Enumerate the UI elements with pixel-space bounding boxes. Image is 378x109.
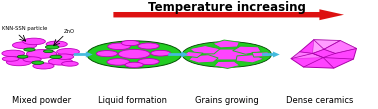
Text: KNN-SSN particle: KNN-SSN particle <box>2 26 47 31</box>
Text: Liquid formation: Liquid formation <box>98 96 167 105</box>
Circle shape <box>6 59 31 66</box>
Polygon shape <box>214 61 240 68</box>
FancyArrow shape <box>113 9 344 20</box>
Circle shape <box>138 43 159 49</box>
Circle shape <box>87 41 181 68</box>
Circle shape <box>45 45 59 49</box>
Polygon shape <box>189 55 218 63</box>
Polygon shape <box>313 40 340 53</box>
Text: Mixed powder: Mixed powder <box>12 96 71 105</box>
Polygon shape <box>212 40 239 48</box>
Circle shape <box>17 55 28 58</box>
Polygon shape <box>324 41 356 53</box>
Polygon shape <box>252 52 270 57</box>
Polygon shape <box>190 46 220 54</box>
Polygon shape <box>291 52 323 59</box>
Circle shape <box>24 48 35 51</box>
Circle shape <box>151 50 170 56</box>
Polygon shape <box>236 55 264 63</box>
Circle shape <box>26 50 57 58</box>
Polygon shape <box>233 46 261 54</box>
Polygon shape <box>205 49 249 60</box>
Circle shape <box>2 56 19 61</box>
Circle shape <box>32 61 44 64</box>
Circle shape <box>96 51 118 57</box>
Circle shape <box>108 43 130 50</box>
Circle shape <box>182 42 271 67</box>
Text: ZnO: ZnO <box>64 29 74 34</box>
Circle shape <box>55 54 74 59</box>
Circle shape <box>107 59 130 65</box>
Circle shape <box>138 59 159 65</box>
Text: Temperature increasing: Temperature increasing <box>148 1 306 14</box>
Circle shape <box>43 50 53 53</box>
Circle shape <box>121 40 139 46</box>
Circle shape <box>2 50 25 57</box>
FancyArrow shape <box>262 52 280 58</box>
Circle shape <box>57 49 79 55</box>
Circle shape <box>23 57 41 62</box>
Circle shape <box>62 61 78 66</box>
Circle shape <box>12 42 37 49</box>
Circle shape <box>50 55 62 59</box>
Circle shape <box>46 41 67 47</box>
FancyArrow shape <box>74 52 93 58</box>
Circle shape <box>23 38 45 45</box>
FancyArrow shape <box>168 52 188 58</box>
Polygon shape <box>291 40 356 68</box>
Circle shape <box>33 63 54 69</box>
Circle shape <box>48 58 73 65</box>
Circle shape <box>125 62 143 67</box>
Text: Grains growing: Grains growing <box>195 96 259 105</box>
Polygon shape <box>182 51 203 58</box>
Text: Dense ceramics: Dense ceramics <box>286 96 353 105</box>
Circle shape <box>118 49 150 59</box>
